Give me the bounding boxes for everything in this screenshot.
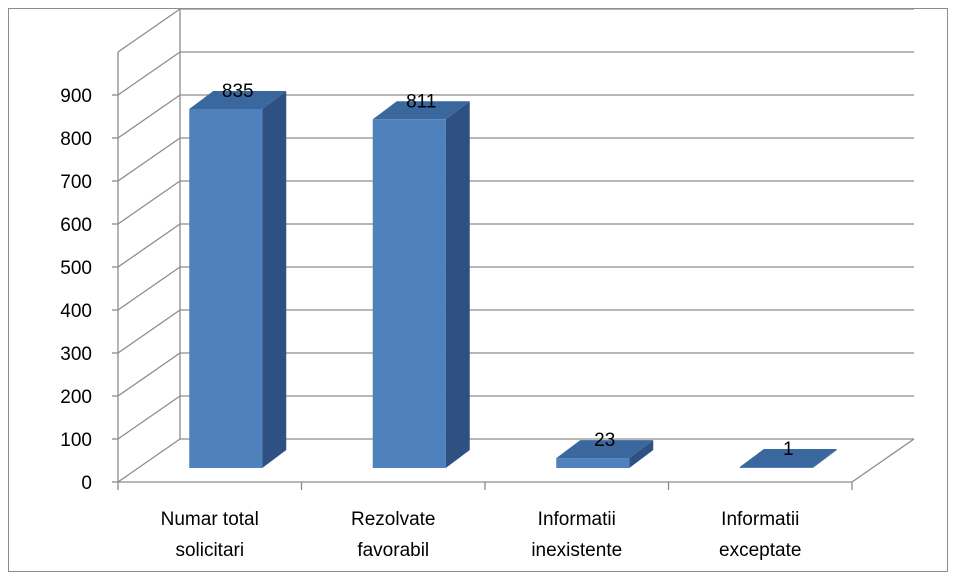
bar-front: [556, 458, 630, 468]
y-tick-label: 200: [60, 387, 92, 408]
data-label: 835: [222, 81, 254, 102]
gridline-side: [117, 137, 181, 182]
y-tick-label: 700: [60, 172, 92, 193]
gridline-side: [117, 94, 181, 139]
gridline-side: [117, 51, 181, 96]
gridline-side: [117, 352, 181, 397]
y-tick-label: 100: [60, 430, 92, 451]
gridline-side: [117, 8, 181, 53]
y-tick-label: 800: [60, 129, 92, 150]
bar-side: [629, 440, 654, 468]
y-tick-label: 900: [60, 86, 92, 107]
gridline-side: [117, 223, 181, 268]
category-label: inexistente: [531, 540, 622, 561]
gridline-side: [117, 395, 181, 440]
chart-frame: [8, 8, 948, 572]
gridline-side: [117, 309, 181, 354]
category-label: exceptate: [719, 540, 801, 561]
floor-edge: [851, 438, 915, 483]
data-label: 811: [406, 91, 436, 112]
bar-top: [739, 449, 837, 467]
bar-side: [262, 90, 287, 468]
bar-front: [739, 467, 813, 468]
gridline-side: [117, 266, 181, 311]
y-tick-label: 500: [60, 258, 92, 279]
bar-top: [372, 101, 470, 120]
category-label: Informatii: [721, 509, 799, 530]
category-label: favorabil: [357, 540, 429, 561]
bar-top: [189, 90, 287, 109]
y-tick-label: 600: [60, 215, 92, 236]
gridline-side: [117, 180, 181, 225]
category-label: solicitari: [175, 540, 244, 561]
category-label: Informatii: [538, 509, 616, 530]
bar-front: [189, 108, 263, 468]
data-label: 23: [594, 430, 615, 451]
category-label: Numar total: [161, 509, 259, 530]
bar-side: [445, 101, 470, 469]
y-tick-label: 400: [60, 301, 92, 322]
category-label: Rezolvate: [351, 509, 436, 530]
y-tick-label: 0: [81, 473, 92, 494]
bar-side: [812, 449, 837, 468]
bar-front: [372, 119, 446, 469]
gridline-side: [117, 438, 181, 483]
y-tick-label: 300: [60, 344, 92, 365]
bar-top: [556, 440, 654, 459]
data-label: 1: [783, 439, 794, 460]
